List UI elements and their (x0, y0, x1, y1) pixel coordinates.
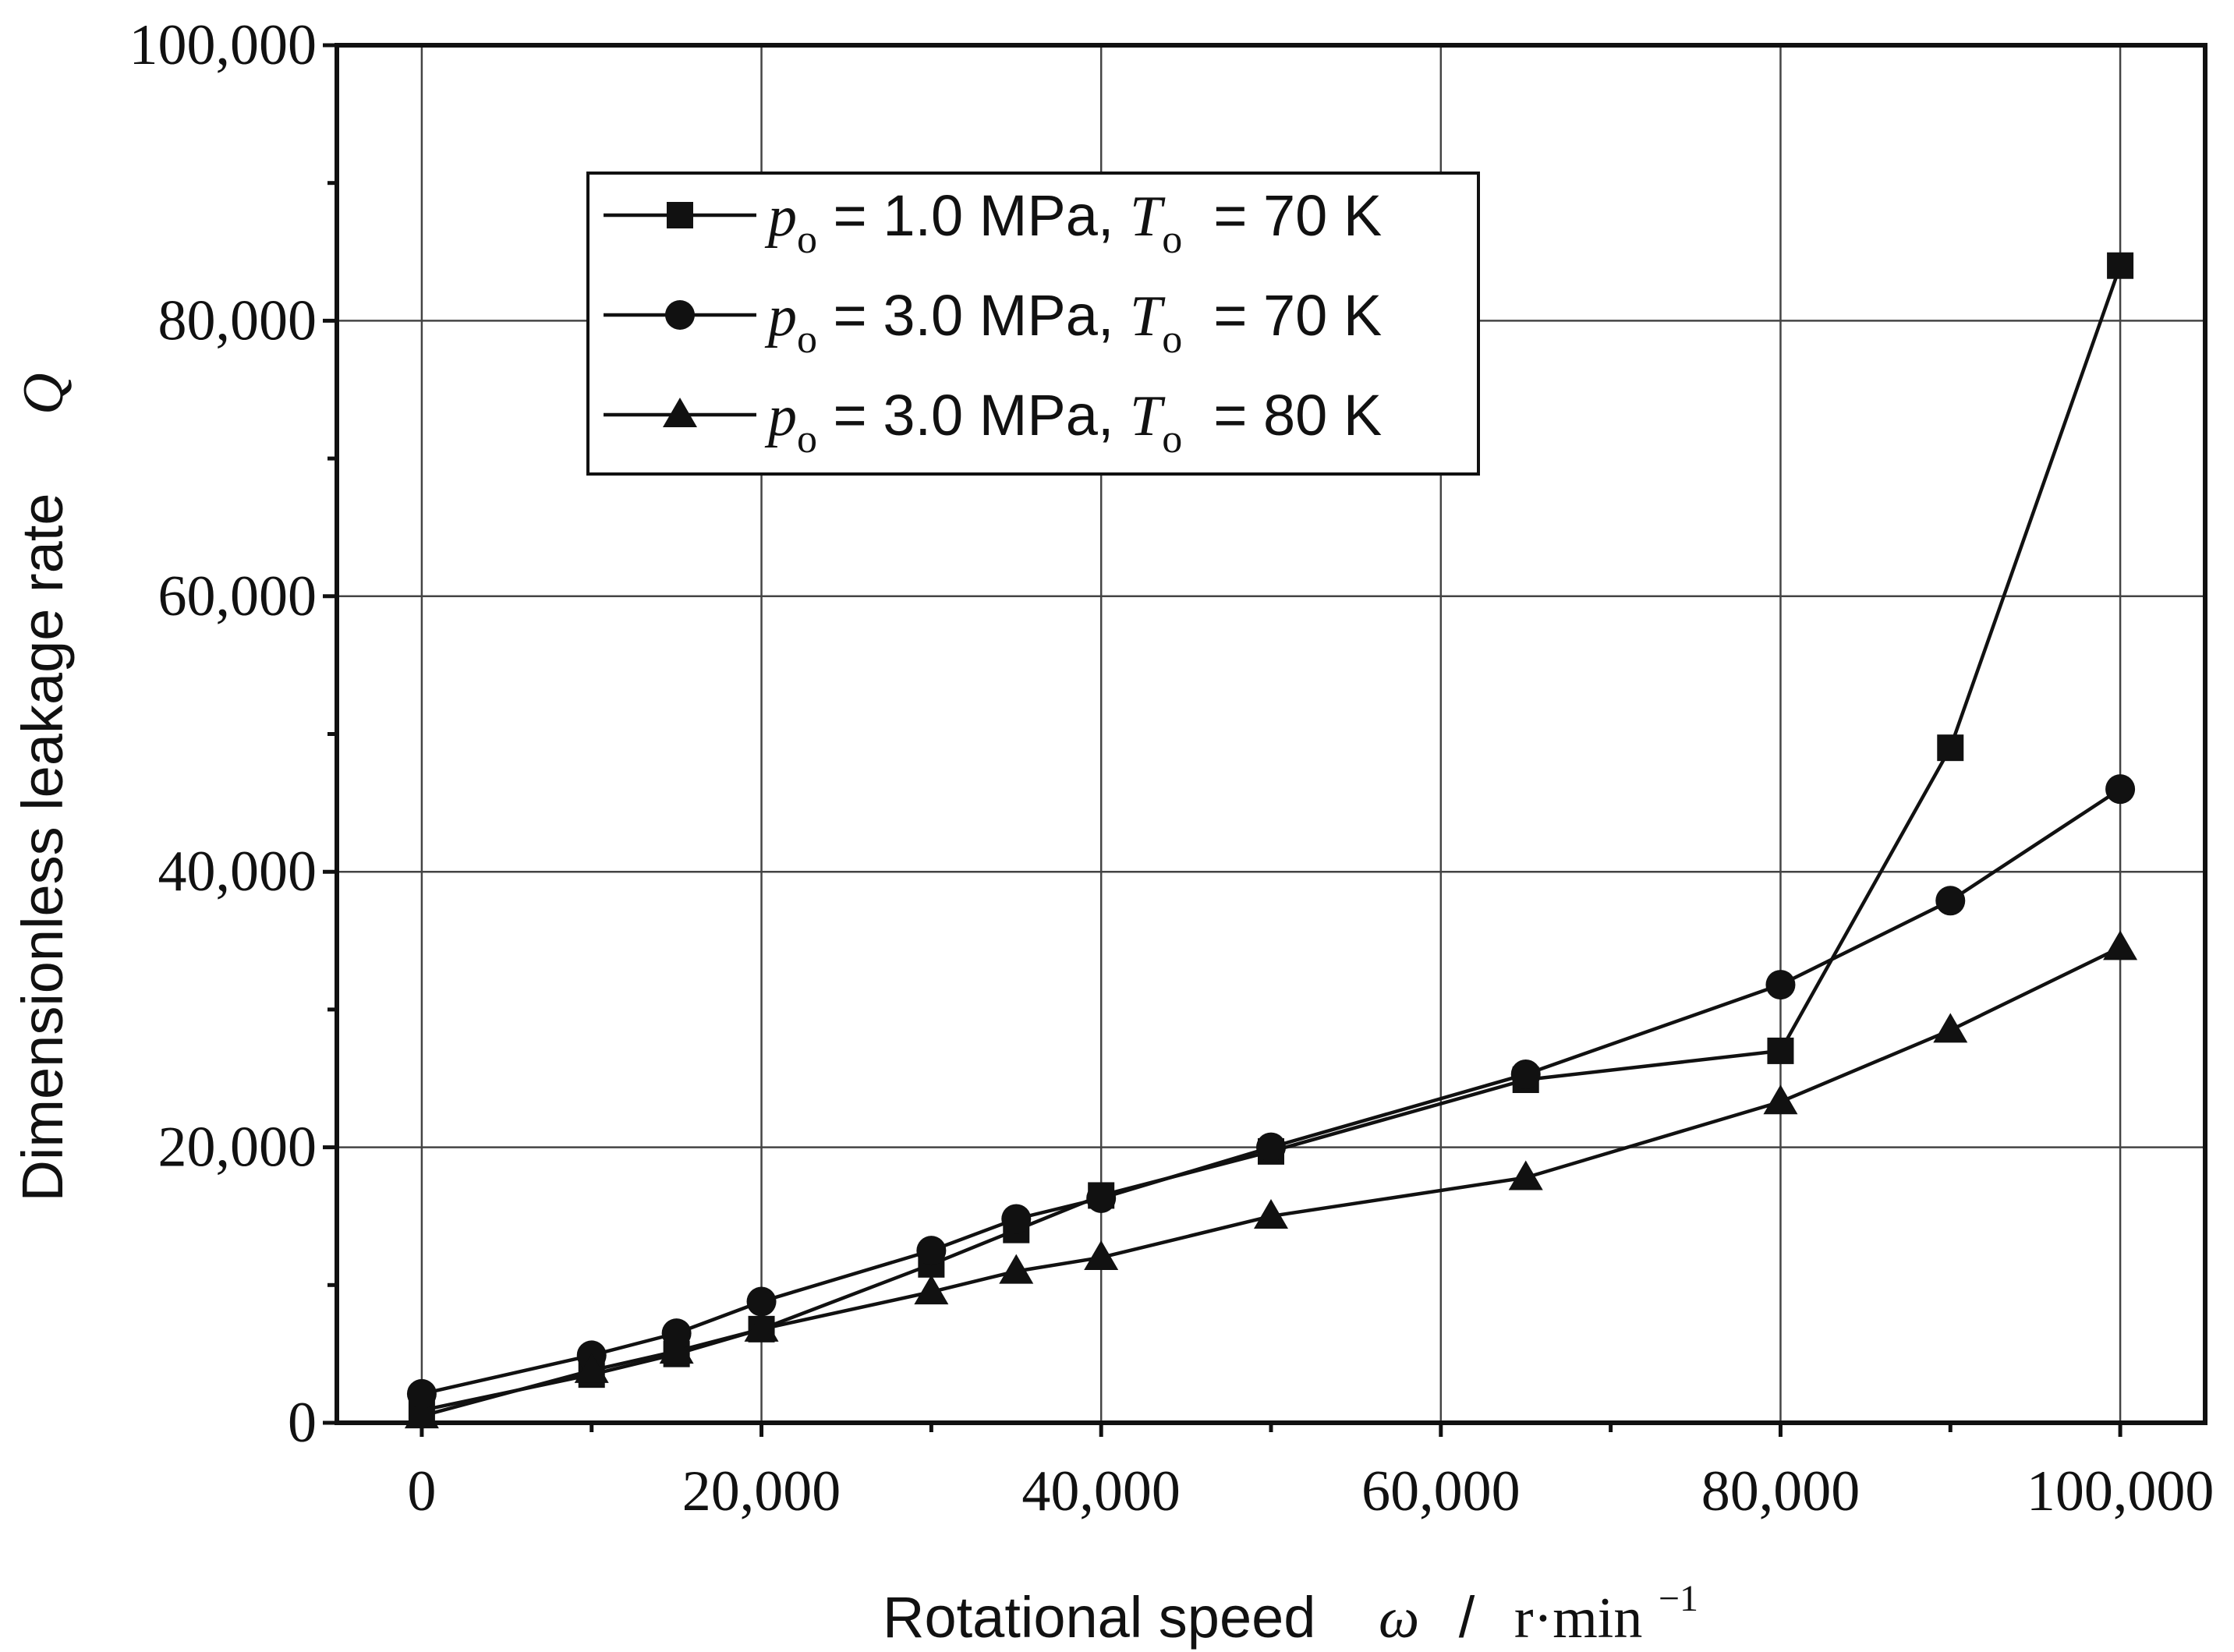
data-point-circle (1001, 1204, 1032, 1234)
x-axis-unit: r·min (1514, 1587, 1642, 1650)
legend-p-value: = 1.0 MPa, (817, 183, 1130, 248)
data-point-triangle (574, 1353, 609, 1383)
series-line-triangle (421, 946, 2122, 1418)
x-tick-label: 80,000 (1701, 1459, 1860, 1523)
legend-t-symbol: T (1130, 285, 1166, 348)
data-point-triangle (1254, 1198, 1288, 1229)
legend-t-value: = 70 K (1213, 183, 1382, 248)
legend-t-value: = 80 K (1213, 383, 1382, 447)
data-series (404, 252, 2138, 1429)
data-point-circle (1256, 1132, 1286, 1162)
y-axis-label: Dimensionless leakage rate (10, 493, 75, 1201)
legend-p-symbol: p (764, 285, 797, 348)
data-point-circle (746, 1286, 777, 1317)
data-point-circle (916, 1236, 947, 1266)
legend-marker-triangle (663, 398, 697, 427)
data-point-circle (1086, 1183, 1117, 1213)
legend-t-symbol: T (1130, 384, 1166, 448)
data-point-triangle (1763, 1084, 1798, 1115)
x-tick-label: 60,000 (1361, 1459, 1521, 1523)
x-tick-label: 20,000 (682, 1459, 841, 1523)
legend: po = 1.0 MPa, To = 70 Kpo = 3.0 MPa, To = … (586, 172, 1480, 476)
legend-t-subscript: o (1162, 417, 1182, 462)
legend-entries: po = 1.0 MPa, To = 70 Kpo = 3.0 MPa, To = … (604, 183, 1382, 462)
series-triangle (404, 930, 2138, 1429)
data-point-square (2107, 252, 2134, 279)
legend-p-symbol: p (764, 384, 797, 448)
data-point-circle (1765, 970, 1796, 1000)
y-tick-label: 100,000 (129, 13, 317, 77)
y-tick-label: 40,000 (158, 840, 317, 904)
x-axis-separator: / (1459, 1585, 1475, 1650)
x-tick-label: 0 (407, 1459, 436, 1523)
data-point-triangle (999, 1254, 1034, 1284)
legend-entry: po = 3.0 MPa, To = 70 K (604, 283, 1382, 362)
data-point-circle (1935, 886, 1966, 916)
legend-t-subscript: o (1162, 218, 1182, 262)
legend-p-value: = 3.0 MPa, (817, 383, 1130, 447)
legend-label: po = 3.0 MPa, To = 70 K (764, 283, 1382, 362)
y-tick-labels: 0 20,000 40,000 60,000 80,000 100,000 (129, 13, 317, 1455)
y-tick-label: 80,000 (158, 288, 317, 352)
x-tick-labels: 0 20,000 40,000 60,000 80,000 100,000 (407, 1459, 2214, 1523)
legend-t-symbol: T (1130, 185, 1166, 249)
x-axis-title: Rotational speed ω / r·min −1 (883, 1578, 1698, 1650)
legend-label: po = 3.0 MPa, To = 80 K (764, 383, 1382, 462)
data-point-triangle (1933, 1013, 1968, 1043)
x-tick-label: 40,000 (1021, 1459, 1181, 1523)
legend-entry: po = 1.0 MPa, To = 70 K (604, 183, 1382, 262)
data-point-triangle (2103, 930, 2138, 960)
x-axis-label: Rotational speed (883, 1585, 1315, 1650)
data-point-triangle (1508, 1160, 1543, 1190)
legend-t-value: = 70 K (1213, 283, 1382, 348)
legend-box (586, 172, 1480, 476)
x-tick-label: 100,000 (2027, 1459, 2215, 1523)
legend-p-value: = 3.0 MPa, (817, 283, 1130, 348)
data-point-circle (1510, 1059, 1541, 1089)
data-point-circle (661, 1318, 692, 1349)
y-axis-symbol: Q (12, 373, 76, 414)
legend-p-subscript: o (797, 417, 817, 462)
data-point-triangle (744, 1311, 779, 1342)
plot-frame (335, 43, 2207, 1425)
y-tick-label: 0 (288, 1391, 317, 1455)
legend-p-subscript: o (797, 218, 817, 262)
x-axis-unit-exponent: −1 (1659, 1578, 1698, 1619)
legend-entry: po = 3.0 MPa, To = 80 K (604, 383, 1382, 462)
legend-label: po = 1.0 MPa, To = 70 K (764, 183, 1382, 262)
y-tick-label: 60,000 (158, 564, 317, 628)
legend-marker-circle (665, 300, 695, 330)
legend-marker-square (667, 202, 693, 228)
data-point-triangle (1084, 1240, 1119, 1270)
legend-p-symbol: p (764, 185, 797, 249)
data-point-triangle (914, 1275, 949, 1305)
data-point-circle (406, 1378, 437, 1409)
legend-p-subscript: o (797, 317, 817, 362)
x-axis-symbol: ω (1379, 1587, 1419, 1650)
y-axis-title: Dimensionless leakage rate Q (10, 373, 76, 1201)
series-line-square (421, 264, 2122, 1413)
data-point-circle (2105, 774, 2136, 805)
data-point-triangle (659, 1334, 694, 1364)
data-point-square (1937, 734, 1964, 762)
y-tick-label: 20,000 (158, 1116, 317, 1180)
legend-t-subscript: o (1162, 317, 1182, 362)
data-point-square (1767, 1037, 1794, 1064)
